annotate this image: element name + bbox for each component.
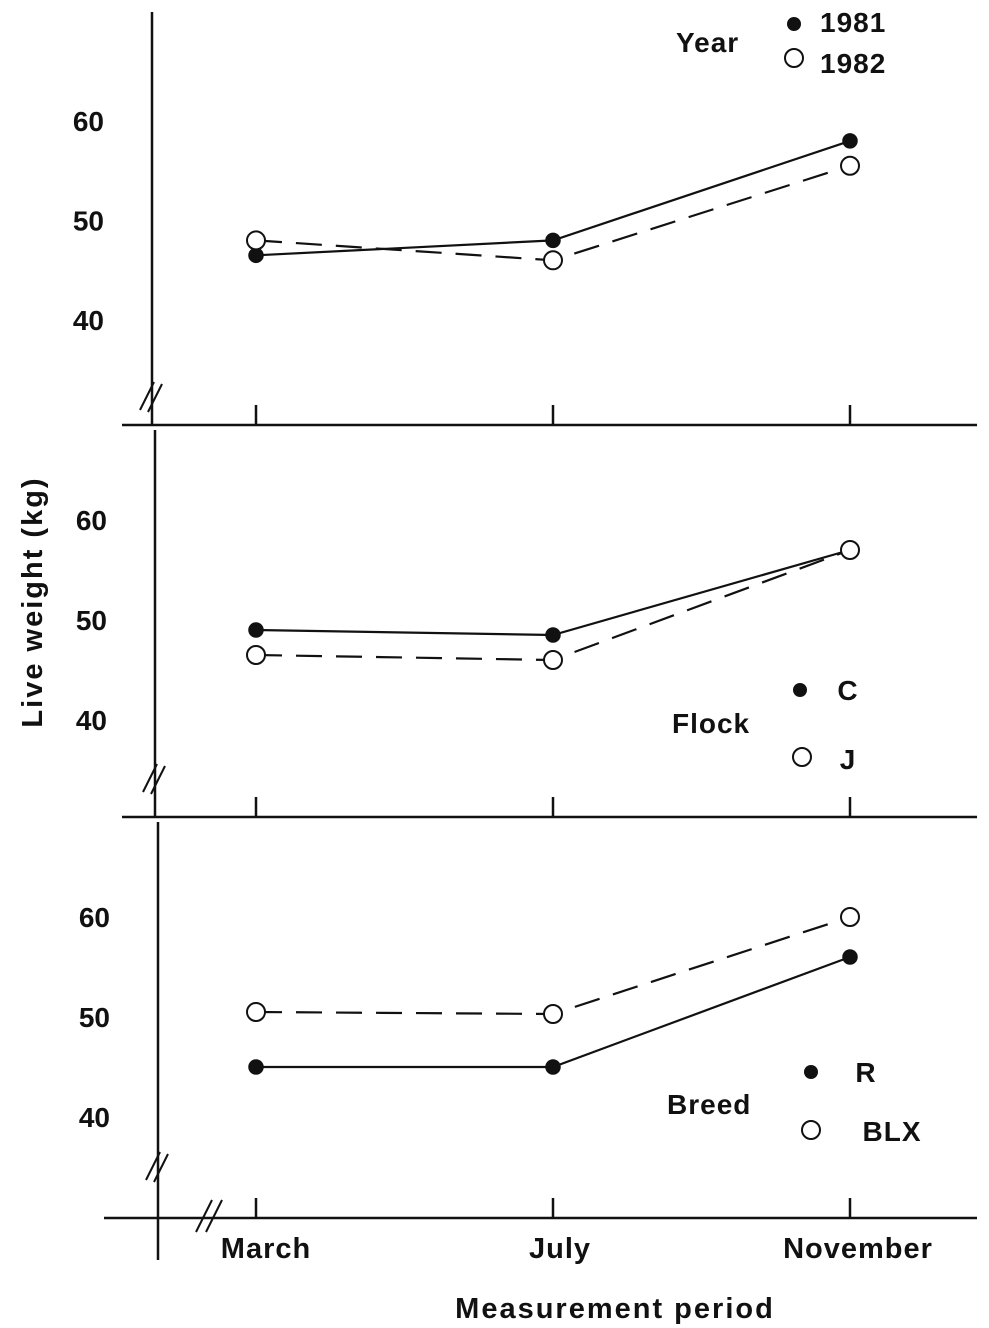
- axis-break-mark: [139, 381, 155, 411]
- axis-break-mark: [142, 763, 158, 793]
- legend-layer: Year 1981 1982 Flock C J Breed R BLX: [667, 7, 922, 1147]
- y-tick-label: 50: [73, 206, 104, 237]
- legend-label: R: [855, 1057, 876, 1088]
- axis-break-mark: [147, 383, 163, 413]
- legend-marker-open: [784, 48, 804, 68]
- data-point-j: [840, 540, 860, 560]
- y-tick-label: 40: [76, 705, 107, 736]
- legend-label: 1982: [820, 48, 886, 79]
- data-point-r: [842, 949, 858, 965]
- data-point-1981: [545, 232, 561, 249]
- y-axis-title: Live weight (kg): [17, 476, 49, 727]
- axis-break-mark: [150, 765, 166, 795]
- x-axis-break-mark: [205, 1199, 223, 1233]
- data-point-1982: [543, 250, 563, 271]
- legend-title: Flock: [672, 708, 750, 739]
- legend-label: C: [837, 675, 858, 706]
- data-point-r: [545, 1059, 561, 1075]
- axis-break-mark: [153, 1153, 169, 1183]
- legend-title: Breed: [667, 1089, 751, 1120]
- legend-title: Year: [676, 27, 739, 58]
- axis-break-mark: [145, 1151, 161, 1181]
- data-point-j: [543, 650, 563, 670]
- legend-marker-filled: [804, 1065, 818, 1079]
- x-axis-break-mark: [195, 1199, 213, 1233]
- legend-marker-open: [801, 1120, 821, 1140]
- data-point-1981: [842, 133, 858, 149]
- data-point-blx: [246, 1002, 266, 1022]
- y-tick-label: 50: [76, 605, 107, 636]
- data-point-1982: [246, 230, 266, 251]
- y-tick-label: 60: [73, 106, 104, 137]
- y-tick-label: 60: [76, 505, 107, 536]
- y-tick-label: 40: [79, 1102, 110, 1133]
- data-point-blx: [543, 1004, 563, 1024]
- y-tick-label: 60: [79, 902, 110, 933]
- data-point-1982: [840, 155, 860, 176]
- data-point-1981: [248, 247, 264, 264]
- data-point-blx: [840, 907, 860, 927]
- data-point-c: [545, 627, 561, 643]
- data-point-r: [248, 1059, 264, 1075]
- axes-layer: 40 50 60 40 50 60 40 50 60 March July November: [73, 12, 977, 1265]
- legend-marker-filled: [793, 683, 807, 697]
- x-category-label: July: [529, 1233, 591, 1265]
- y-tick-label: 50: [79, 1002, 110, 1033]
- x-axis-title: Measurement period: [455, 1293, 775, 1325]
- legend-marker-open: [792, 747, 812, 767]
- data-point-j: [246, 645, 266, 665]
- legend-label: BLX: [863, 1116, 922, 1147]
- legend-label: 1981: [820, 7, 886, 38]
- legend-label: J: [840, 744, 857, 775]
- series-line-j: [255, 548, 851, 662]
- data-point-c: [248, 622, 264, 638]
- legend-marker-filled: [787, 17, 801, 31]
- series-line-c: [255, 548, 851, 637]
- x-category-label: November: [783, 1233, 933, 1265]
- marks-layer: [246, 133, 860, 1075]
- x-category-label: March: [221, 1233, 311, 1265]
- series-line-blx: [255, 915, 851, 1016]
- y-tick-label: 40: [73, 305, 104, 336]
